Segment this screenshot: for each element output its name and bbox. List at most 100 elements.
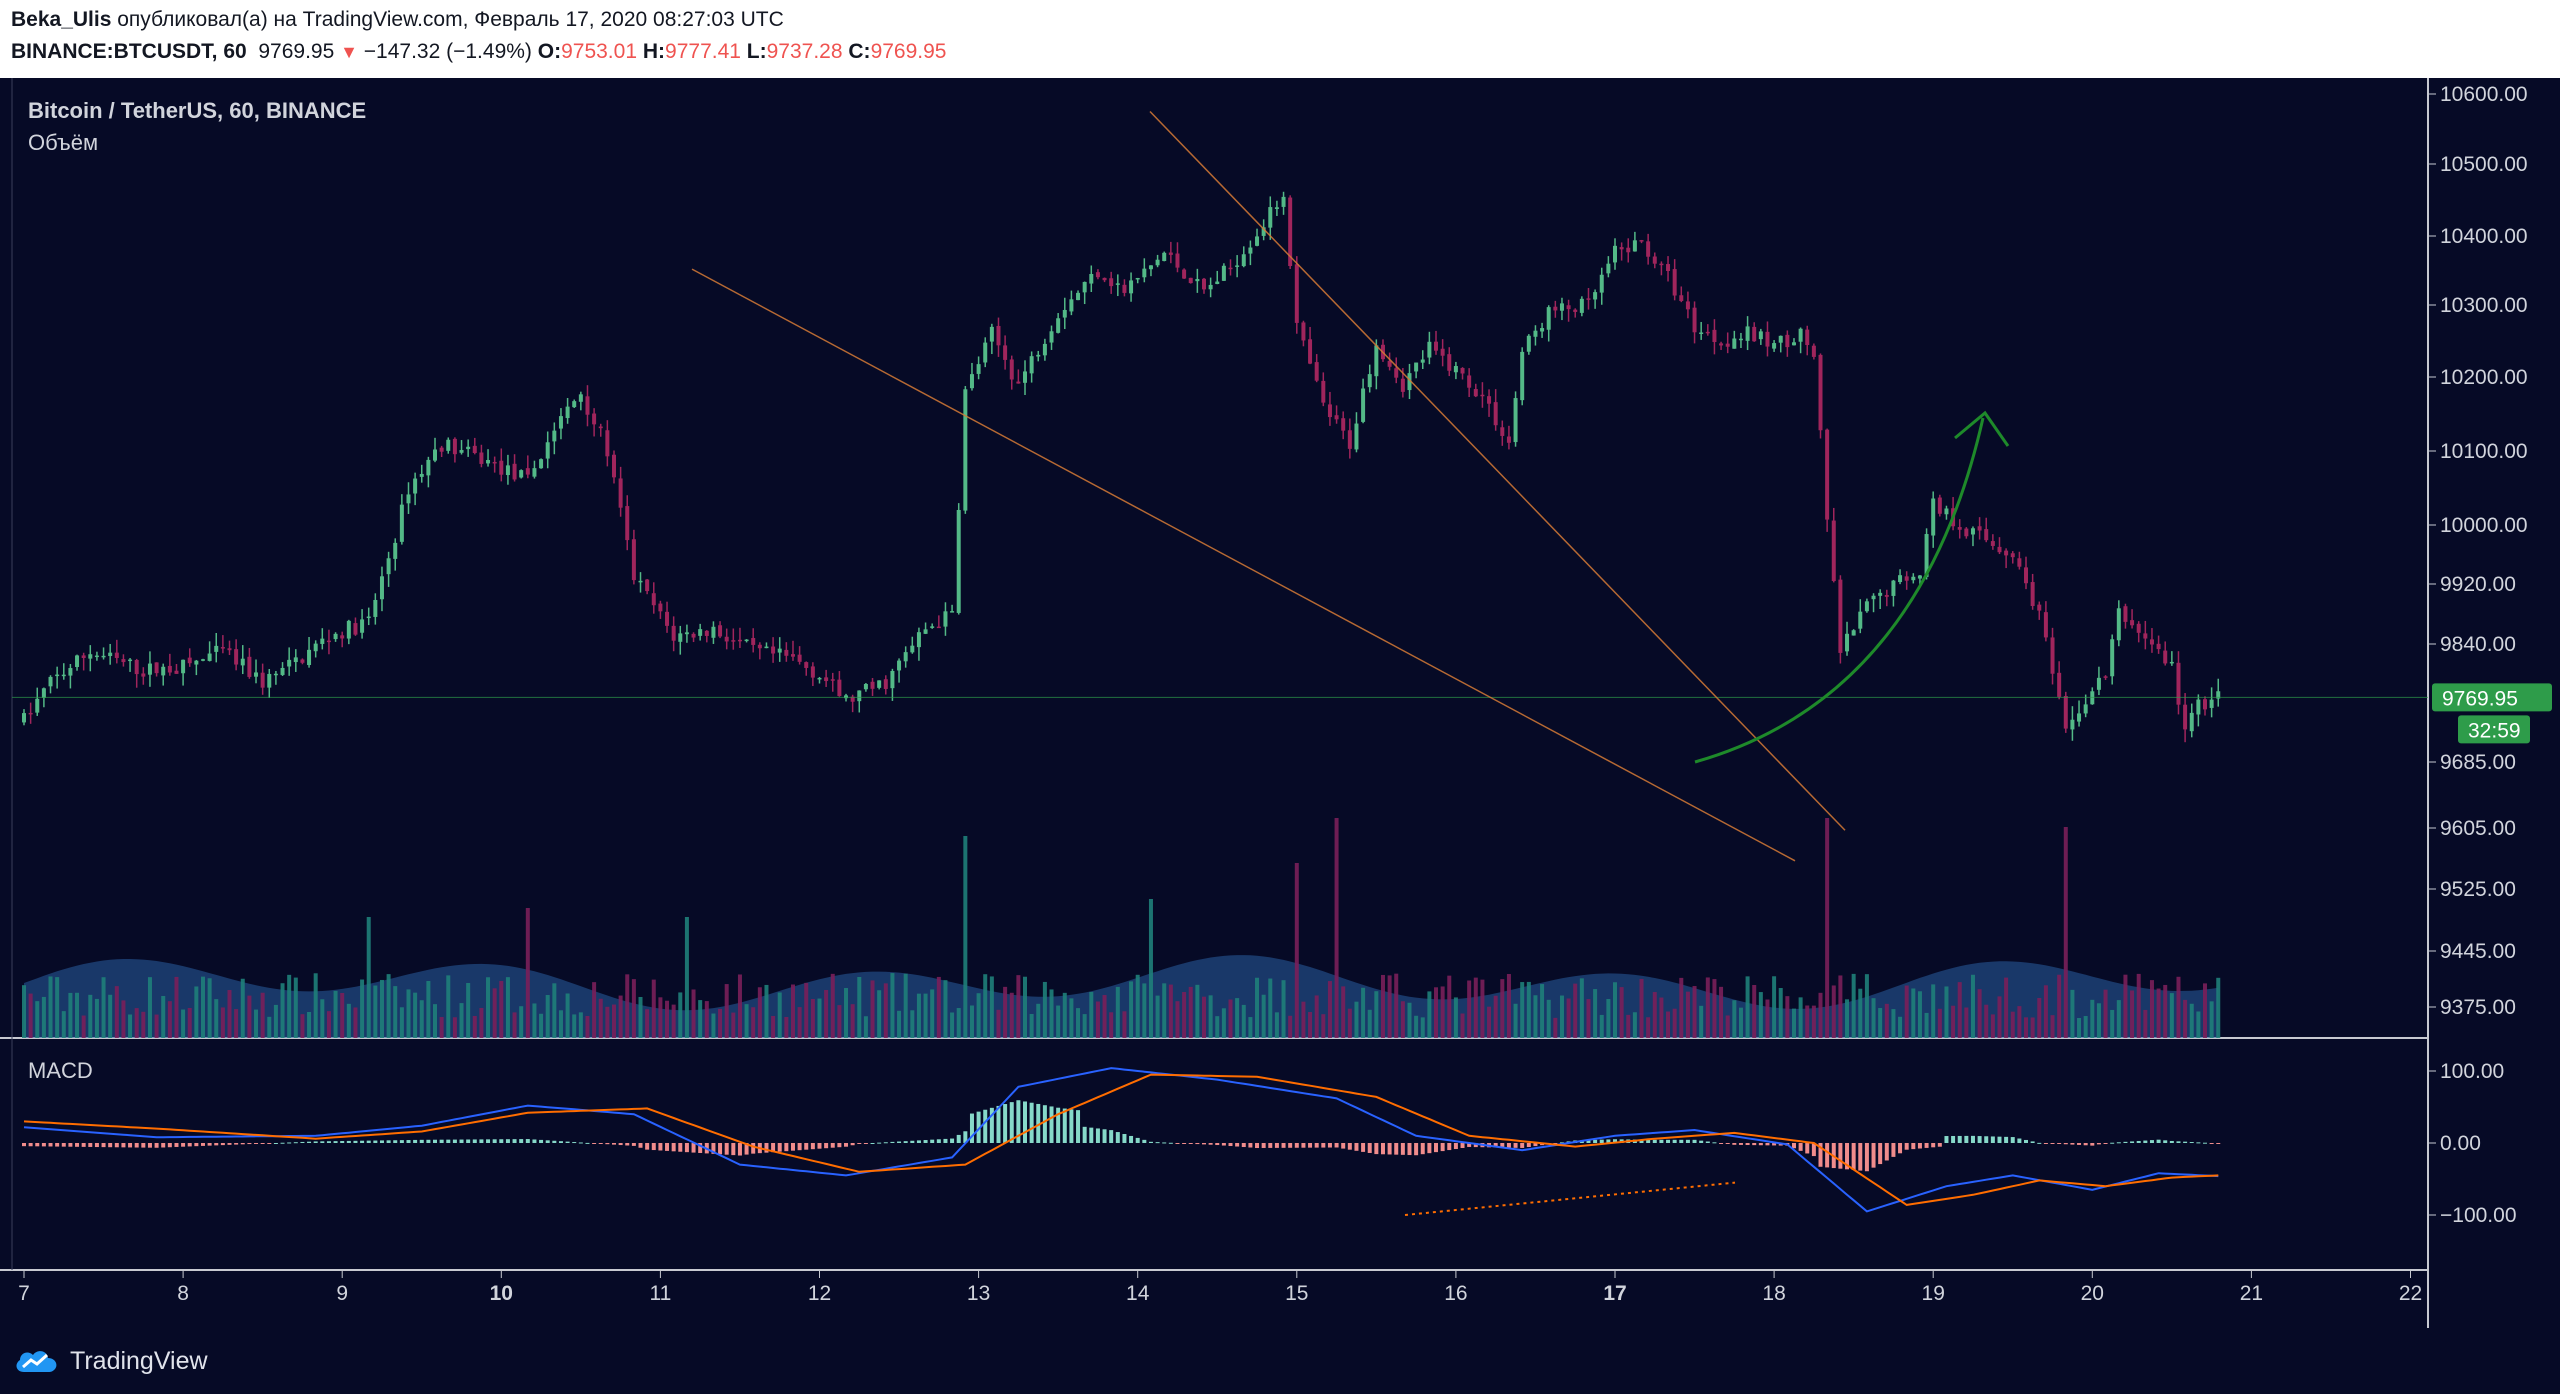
candle-body <box>293 657 298 663</box>
candle <box>2169 651 2174 666</box>
candle <box>678 625 683 655</box>
candle-body <box>88 654 93 659</box>
candle <box>406 482 411 514</box>
volume-bar <box>433 1004 438 1038</box>
macd-hist-bar <box>1367 1143 1372 1153</box>
macd-hist-bar <box>1493 1143 1498 1148</box>
candle <box>48 675 53 694</box>
volume-bar <box>2189 1003 2194 1038</box>
volume-bar <box>1917 991 1922 1038</box>
volume-bar <box>1931 984 1936 1038</box>
macd-hist-bar <box>611 1143 616 1145</box>
candle <box>1884 589 1889 607</box>
candle <box>320 628 325 650</box>
volume-bar <box>1944 986 1949 1038</box>
macd-hist-bar <box>1805 1143 1810 1154</box>
candle <box>1201 277 1206 294</box>
candle-body <box>1957 527 1962 530</box>
candle-body <box>1261 227 1266 236</box>
macd-hist-bar <box>983 1109 988 1143</box>
candle-body <box>406 494 411 504</box>
candle-body <box>1692 307 1697 333</box>
volume-bar <box>200 976 205 1038</box>
candle-body <box>1487 396 1492 404</box>
candle <box>797 646 802 665</box>
candle <box>55 666 60 689</box>
candle-body <box>744 639 749 642</box>
candle <box>1559 297 1564 321</box>
candle-body <box>1201 278 1206 290</box>
author-name[interactable]: Beka_Ulis <box>11 8 112 31</box>
volume-bar <box>545 995 550 1038</box>
macd-hist-bar <box>399 1140 404 1143</box>
chart-canvas[interactable]: 10600.0010500.0010400.0010300.0010200.00… <box>0 78 2560 1328</box>
candle-body <box>1235 265 1240 267</box>
candle <box>618 466 623 517</box>
macd-hist-bar <box>1195 1143 1200 1145</box>
macd-hist-bar <box>1003 1104 1008 1143</box>
candle-body <box>1480 394 1485 397</box>
macd-hist-bar <box>1042 1105 1047 1143</box>
candle <box>446 437 451 454</box>
candle <box>1188 277 1193 284</box>
candle <box>1255 228 1260 247</box>
candle <box>2090 687 2095 705</box>
candle <box>2110 634 2115 685</box>
volume-bar <box>1679 977 1684 1038</box>
candle-body <box>611 454 616 478</box>
macd-hist-bar <box>804 1143 809 1150</box>
candle <box>426 456 431 488</box>
price-tick-label: 9685.00 <box>2440 751 2516 774</box>
candle-body <box>857 690 862 702</box>
candle <box>1036 350 1041 362</box>
candle <box>1294 256 1299 334</box>
candle <box>1453 361 1458 380</box>
macd-hist-bar <box>1911 1143 1916 1150</box>
macd-hist-bar <box>1321 1143 1326 1148</box>
candle-body <box>1308 339 1313 364</box>
macd-hist-bar <box>300 1141 305 1143</box>
candle-body <box>1878 592 1883 596</box>
volume-bar <box>1500 979 1505 1038</box>
candle-body <box>512 463 517 480</box>
macd-hist-bar <box>950 1138 955 1143</box>
candle <box>625 495 630 551</box>
candle-body <box>618 478 623 508</box>
volume-bar <box>406 989 411 1038</box>
volume-bar <box>2143 1009 2148 1038</box>
volume-bar <box>897 1010 902 1038</box>
price-tick-label: 10300.00 <box>2440 294 2528 317</box>
candle <box>1752 322 1757 342</box>
candle <box>1347 418 1352 459</box>
candle <box>220 635 225 654</box>
candle <box>240 645 245 675</box>
macd-hist-bar <box>1009 1102 1014 1143</box>
candle-body <box>1712 329 1717 343</box>
candle <box>1652 252 1657 269</box>
volume-bar <box>446 975 451 1038</box>
candle <box>870 677 875 696</box>
volume-bar <box>1175 1001 1180 1038</box>
candle-body <box>2004 550 2009 556</box>
candle <box>1970 526 1975 547</box>
candle-body <box>433 449 438 461</box>
candle-body <box>128 659 133 662</box>
volume-bar <box>147 977 152 1038</box>
candle <box>1155 254 1160 268</box>
volume-bar <box>1308 1012 1313 1038</box>
candle <box>1148 265 1153 277</box>
volume-bar <box>671 1004 676 1038</box>
chart-area[interactable]: 10600.00 10500.00 10400.00 10300.00 10200.00… <box>0 78 2560 1328</box>
candle <box>1573 308 1578 318</box>
candle-body <box>1931 498 1936 536</box>
candle <box>1725 332 1730 354</box>
candle <box>1977 517 1982 540</box>
candle-body <box>1579 298 1584 313</box>
candle-body <box>1434 341 1439 351</box>
macd-hist-bar <box>2183 1141 2188 1143</box>
macd-hist-bar <box>1129 1135 1134 1143</box>
candle-body <box>1155 259 1160 266</box>
candle-body <box>1632 240 1637 252</box>
tradingview-logo[interactable]: TradingView <box>12 1346 208 1376</box>
high-label: H: <box>642 40 666 63</box>
